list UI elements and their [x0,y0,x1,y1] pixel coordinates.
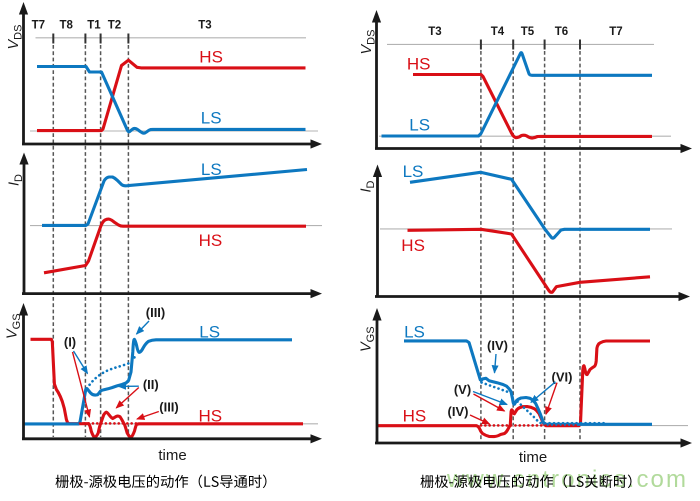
svg-text:HS: HS [199,407,223,426]
svg-text:time: time [158,447,186,464]
svg-text:T3: T3 [428,26,441,38]
svg-text:(IV): (IV) [448,404,469,419]
svg-text:T2: T2 [108,20,121,32]
svg-text:T6: T6 [555,26,568,38]
svg-text:T3: T3 [198,20,211,32]
svg-text:www.cntronics.com: www.cntronics.com [446,466,688,493]
svg-text:HS: HS [401,236,425,255]
svg-text:HS: HS [199,47,223,66]
svg-text:LS: LS [201,108,222,127]
svg-text:(I): (I) [64,335,76,350]
svg-text:(III): (III) [146,305,166,320]
svg-text:T5: T5 [521,26,535,38]
svg-text:HS: HS [199,231,223,250]
svg-text:(V): (V) [454,382,471,397]
svg-text:T7: T7 [32,20,45,32]
svg-text:LS: LS [403,162,424,181]
svg-text:T1: T1 [87,20,101,32]
svg-text:LS: LS [404,323,425,342]
svg-text:HS: HS [403,406,427,425]
svg-text:T8: T8 [59,20,73,32]
svg-text:(II): (II) [143,377,159,392]
svg-text:T7: T7 [609,26,622,38]
svg-text:LS: LS [199,323,220,342]
svg-text:(III): (III) [159,400,179,415]
svg-text:time: time [519,449,547,466]
svg-text:LS: LS [201,160,222,179]
svg-text:LS: LS [409,116,430,135]
svg-text:HS: HS [407,54,431,73]
svg-text:(IV): (IV) [487,338,508,353]
svg-text:T4: T4 [491,26,505,38]
